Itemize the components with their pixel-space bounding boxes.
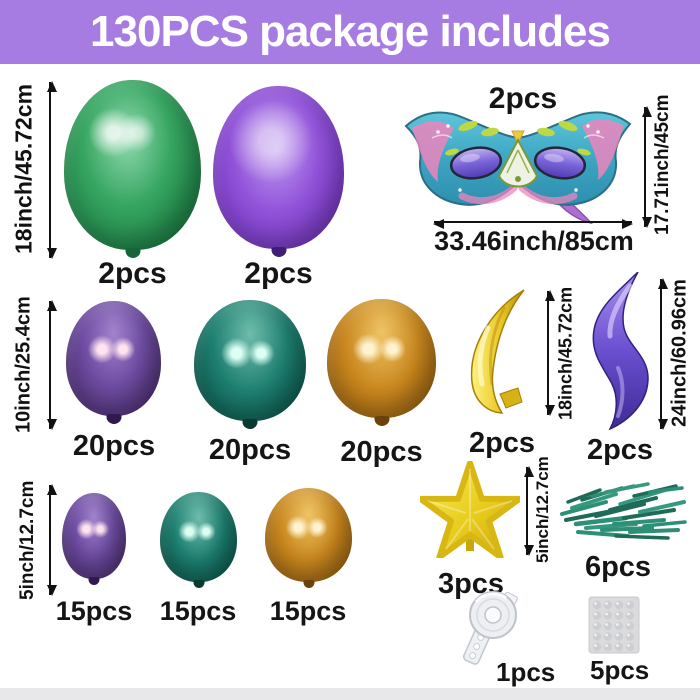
chrome-teal-qty: 20pcs: [208, 434, 292, 466]
gold-moon-balloon-image: [470, 289, 525, 414]
star-height-arrow-icon: [523, 466, 534, 556]
chrome-purple-qty: 20pcs: [72, 430, 156, 462]
row3-size-label: 5inch/12.7cm: [17, 480, 38, 600]
small-teal-balloon-image: [160, 492, 237, 582]
small-gold-balloon-image: [265, 488, 352, 582]
small-gold-qty: 15pcs: [269, 596, 347, 626]
swirl-height-arrow-icon: [657, 278, 668, 430]
title-banner: [0, 0, 700, 64]
mask-width-label: 33.46inch/85cm: [434, 226, 634, 256]
mask-qty: 2pcs: [488, 82, 558, 115]
moon-qty: 2pcs: [468, 427, 536, 459]
row2-size-label: 10inch/25.4cm: [12, 296, 35, 434]
swirl-qty: 2pcs: [586, 434, 654, 466]
purple-swirl-balloon-image: [592, 272, 649, 430]
gold-star-balloon-image: [420, 461, 520, 558]
purple-balloon-qty: 2pcs: [244, 257, 313, 290]
chrome-teal-balloon-image: [194, 300, 306, 421]
glue-dots-image: [588, 596, 640, 654]
row2-size-arrow-icon: [46, 300, 57, 430]
green-balloon-image: [64, 80, 201, 250]
chrome-purple-balloon-image: [66, 301, 161, 416]
small-teal-qty: 15pcs: [159, 596, 237, 626]
mask-height-arrow-icon: [641, 106, 652, 228]
masquerade-mask-balloon-image: [404, 111, 632, 225]
page-title: 130PCS package includes: [90, 7, 611, 56]
purple-balloon-image: [213, 86, 344, 249]
green-ribbons-image: [560, 482, 687, 540]
balloon-tape-image: [462, 591, 518, 665]
mask-width-arrow-icon: [433, 218, 633, 229]
swirl-height-label: 24inch/60.96cm: [668, 279, 691, 427]
tape-qty: 1pcs: [496, 657, 556, 687]
moon-height-label: 18inch/45.72cm: [555, 286, 576, 420]
ribbons-qty: 6pcs: [584, 551, 652, 583]
green-balloon-qty: 2pcs: [98, 257, 167, 290]
glue-dots-qty: 5pcs: [590, 655, 650, 685]
bottom-edge-strip: [0, 688, 700, 700]
small-purple-qty: 15pcs: [55, 596, 133, 626]
mask-height-label: 17.71inch/45cm: [652, 94, 673, 236]
row1-size-arrow-icon: [46, 81, 57, 259]
row3-size-arrow-icon: [46, 484, 57, 596]
chrome-gold-balloon-image: [327, 299, 436, 418]
star-height-label: 5inch/12.7cm: [533, 456, 552, 564]
moon-height-arrow-icon: [544, 290, 555, 416]
row1-size-label: 18inch/45.72cm: [10, 83, 37, 255]
small-purple-balloon-image: [62, 493, 126, 579]
chrome-gold-qty: 20pcs: [340, 436, 423, 468]
